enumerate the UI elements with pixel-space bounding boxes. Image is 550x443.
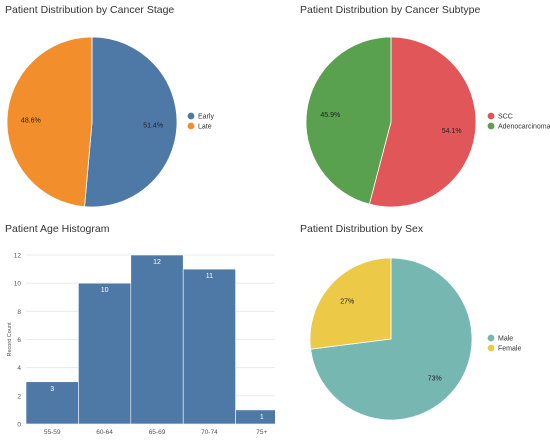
y-axis-label: Record Count	[7, 322, 13, 356]
legend-item-male[interactable]: Male	[498, 336, 513, 343]
slice-data-label: 51.4%	[143, 123, 163, 130]
x-tick-label: 60-64	[96, 429, 113, 436]
panel-cancer-subtype: Patient Distribution by Cancer Subtype 5…	[275, 0, 550, 219]
bar-data-label: 1	[260, 414, 264, 421]
bar-data-label: 10	[101, 287, 109, 294]
histogram-bar[interactable]	[130, 254, 184, 425]
histogram-bar[interactable]	[235, 409, 289, 425]
y-tick-label: 0	[17, 422, 21, 429]
legend-swatch	[187, 122, 195, 130]
histogram-bar[interactable]	[78, 282, 132, 425]
chart-title: Patient Age Histogram	[5, 223, 110, 235]
slice-data-label: 48.6%	[21, 117, 41, 124]
y-tick-label: 10	[14, 281, 22, 288]
pie-slice-early[interactable]	[84, 36, 178, 208]
bar-data-label: 3	[50, 386, 54, 393]
legend-item-scc[interactable]: SCC	[498, 114, 513, 121]
legend-item-late[interactable]: Late	[198, 124, 212, 131]
bar-data-label: 11	[206, 273, 213, 280]
chart-title: Patient Distribution by Sex	[300, 223, 424, 235]
chart-title: Patient Distribution by Cancer Stage	[5, 4, 175, 16]
x-tick-label: 55-59	[44, 429, 61, 436]
legend-swatch	[487, 122, 495, 130]
histogram-chart: 0 2 4 6 8 10 12 3 55-59 10 60-64 12 65-69 11 70-74 1 75+…	[7, 253, 289, 436]
x-tick-label: 70-74	[201, 429, 218, 436]
pie-chart-cancer-subtype: 54.1% 45.9% SCC Adenocarcinoma	[305, 36, 550, 208]
legend-swatch	[187, 112, 195, 120]
y-tick-label: 4	[17, 365, 21, 372]
x-tick-label: 65-69	[149, 429, 166, 436]
y-tick-label: 2	[17, 393, 21, 400]
legend-swatch	[487, 344, 495, 352]
slice-data-label: 73%	[428, 376, 442, 383]
y-tick-label: 6	[17, 337, 21, 344]
x-tick-label: 75+	[256, 429, 267, 436]
panel-age-histogram: Patient Age Histogram 0 2 4 6 8 10 12 3 55-59 10 6…	[0, 219, 289, 438]
panel-sex: Patient Distribution by Sex 73% 27% Male Fe…	[275, 219, 550, 438]
pie-slice-female[interactable]	[309, 257, 392, 350]
legend-swatch	[487, 112, 495, 120]
y-tick-label: 12	[14, 253, 22, 260]
panel-cancer-stage: Patient Distribution by Cancer Stage 51.…	[0, 0, 275, 219]
legend-item-adenocarcinoma[interactable]: Adenocarcinoma	[498, 124, 550, 131]
legend-item-early[interactable]: Early	[198, 114, 214, 121]
pie-slice-late[interactable]	[6, 36, 93, 208]
histogram-bar[interactable]	[182, 268, 236, 425]
histogram-bar[interactable]	[25, 381, 79, 425]
pie-slice-scc[interactable]	[368, 36, 477, 208]
legend-swatch	[487, 334, 495, 342]
bar-data-label: 12	[153, 259, 161, 266]
y-tick-label: 8	[17, 309, 21, 316]
slice-data-label: 45.9%	[320, 112, 340, 119]
pie-slice-adenocarcinoma[interactable]	[305, 36, 392, 205]
pie-chart-sex: 73% 27% Male Female	[309, 257, 521, 421]
pie-chart-cancer-stage: 51.4% 48.6% Early Late	[6, 36, 214, 208]
slice-data-label: 54.1%	[442, 128, 462, 135]
chart-title: Patient Distribution by Cancer Subtype	[300, 4, 481, 16]
slice-data-label: 27%	[340, 298, 354, 305]
legend-item-female[interactable]: Female	[498, 346, 521, 353]
